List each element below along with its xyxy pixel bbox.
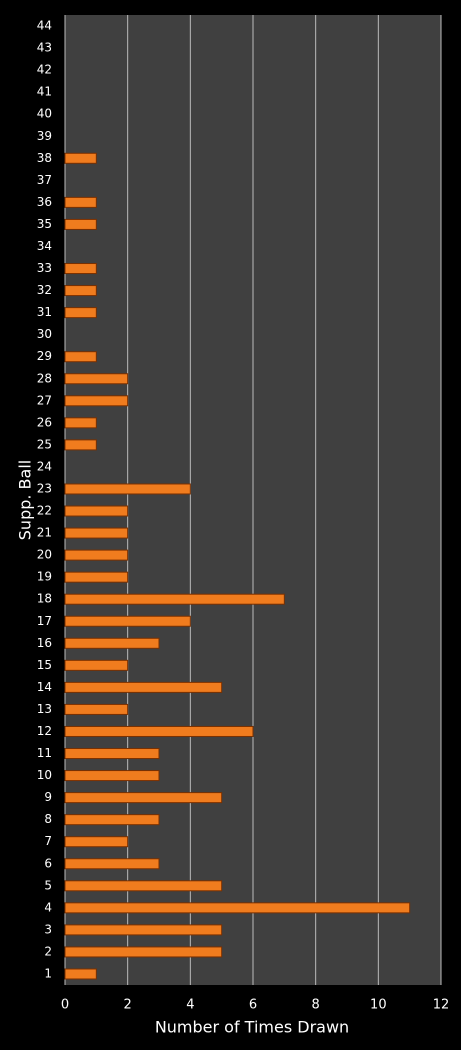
y-tick-label: 10 xyxy=(37,768,52,782)
y-tick-label: 38 xyxy=(37,151,52,165)
bar xyxy=(64,836,129,848)
y-tick-label: 21 xyxy=(37,526,52,540)
bar xyxy=(64,439,97,451)
bar xyxy=(64,593,285,605)
bar xyxy=(64,659,129,671)
y-tick-label: 11 xyxy=(37,746,52,760)
bar xyxy=(64,725,254,737)
x-tick-label: 6 xyxy=(249,998,257,1013)
y-tick-label: 35 xyxy=(37,217,52,231)
bar xyxy=(64,615,191,627)
bar xyxy=(64,681,223,693)
y-tick-label: 23 xyxy=(37,481,52,495)
x-tick-label: 4 xyxy=(186,998,194,1013)
x-tick-label: 2 xyxy=(124,998,132,1013)
y-tick-label: 13 xyxy=(37,702,52,716)
y-tick-label: 7 xyxy=(44,834,52,848)
y-tick-label: 4 xyxy=(44,900,52,914)
bar xyxy=(64,373,129,385)
y-tick-label: 22 xyxy=(37,504,52,518)
bar xyxy=(64,703,129,715)
x-tick-label: 8 xyxy=(312,998,320,1013)
y-tick-label: 25 xyxy=(37,437,52,451)
bar xyxy=(64,924,223,936)
y-tick-label: 36 xyxy=(37,195,52,209)
bar xyxy=(64,792,223,804)
bar xyxy=(64,395,129,407)
y-tick-label: 9 xyxy=(44,790,52,804)
bar xyxy=(64,285,97,297)
y-tick-label: 18 xyxy=(37,592,52,606)
y-tick-label: 42 xyxy=(37,63,52,77)
x-tick-label: 0 xyxy=(61,998,69,1013)
y-tick-label: 2 xyxy=(44,944,52,958)
y-tick-label: 43 xyxy=(37,41,52,55)
bar xyxy=(64,152,97,164)
y-tick-label: 12 xyxy=(37,724,52,738)
y-tick-label: 33 xyxy=(37,261,52,275)
y-tick-label: 14 xyxy=(37,680,52,694)
y-tick-label: 19 xyxy=(37,570,52,584)
y-axis-title: Supp. Ball xyxy=(16,460,35,540)
y-tick-label: 1 xyxy=(44,966,52,980)
x-tick-label: 10 xyxy=(370,998,387,1013)
x-axis-title: Number of Times Drawn xyxy=(155,1018,349,1037)
x-tick-label: 12 xyxy=(433,998,450,1013)
y-tick-label: 15 xyxy=(37,658,52,672)
y-tick-label: 28 xyxy=(37,371,52,385)
bar xyxy=(64,814,160,826)
bar xyxy=(64,748,160,760)
bar xyxy=(64,902,411,914)
bar xyxy=(64,770,160,782)
bar xyxy=(64,549,129,561)
y-tick-label: 40 xyxy=(37,107,52,121)
y-tick-label: 44 xyxy=(37,19,52,33)
bar xyxy=(64,417,97,429)
bar xyxy=(64,858,160,870)
y-tick-label: 30 xyxy=(37,327,52,341)
bar xyxy=(64,483,191,495)
bar xyxy=(64,307,97,319)
y-tick-label: 27 xyxy=(37,393,52,407)
y-tick-label: 24 xyxy=(37,459,52,473)
bar xyxy=(64,571,129,583)
bar xyxy=(64,218,97,230)
bar xyxy=(64,637,160,649)
bar xyxy=(64,946,223,958)
bar xyxy=(64,968,97,980)
y-tick-label: 17 xyxy=(37,614,52,628)
bar xyxy=(64,880,223,892)
y-tick-label: 16 xyxy=(37,636,52,650)
bar xyxy=(64,351,97,363)
y-tick-label: 29 xyxy=(37,349,52,363)
y-tick-label: 37 xyxy=(37,173,52,187)
y-tick-label: 26 xyxy=(37,415,52,429)
y-tick-label: 20 xyxy=(37,548,52,562)
bar xyxy=(64,263,97,275)
bar xyxy=(64,527,129,539)
y-tick-label: 3 xyxy=(44,922,52,936)
y-tick-label: 6 xyxy=(44,856,52,870)
y-tick-label: 5 xyxy=(44,878,52,892)
bar xyxy=(64,505,129,517)
y-tick-label: 31 xyxy=(37,305,52,319)
y-tick-label: 41 xyxy=(37,85,52,99)
y-tick-label: 8 xyxy=(44,812,52,826)
y-tick-label: 39 xyxy=(37,129,52,143)
y-tick-label: 34 xyxy=(37,239,52,253)
y-tick-label: 32 xyxy=(37,283,52,297)
bar xyxy=(64,196,97,208)
